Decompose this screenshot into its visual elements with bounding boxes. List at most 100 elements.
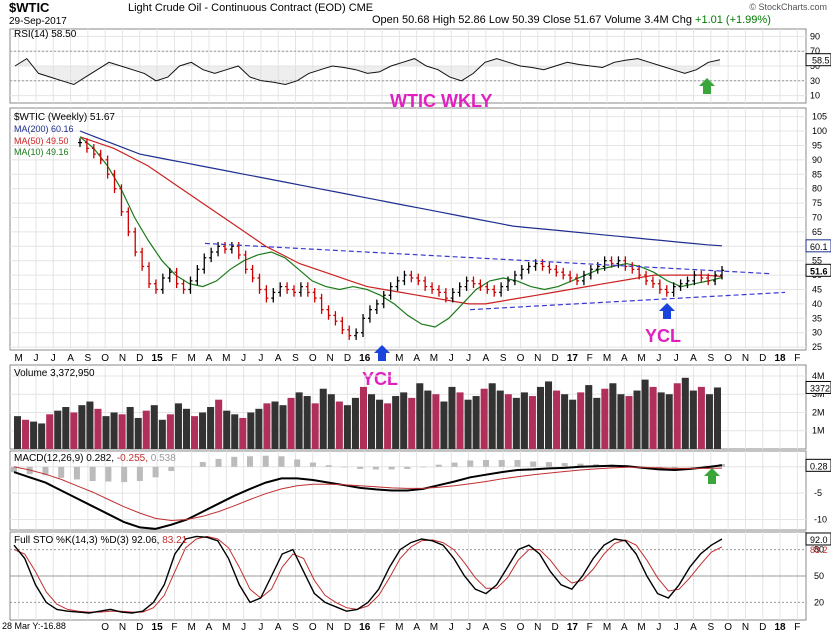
volume-tick-label: 2M — [812, 407, 825, 417]
price-bar — [478, 279, 483, 291]
macd-histogram-bar — [451, 462, 458, 467]
month-tick-label: N — [327, 622, 334, 633]
price-bar — [464, 276, 469, 291]
month-tick-label: D — [759, 353, 766, 364]
volume-bar — [215, 399, 223, 449]
price-bar — [492, 285, 497, 297]
month-tick-label: A — [413, 353, 420, 364]
macd-histogram-bar — [11, 466, 17, 473]
price-bar — [713, 270, 718, 286]
low-label: Low — [488, 14, 510, 26]
low-value: 50.39 — [512, 14, 540, 26]
macd-histogram-bar — [420, 466, 427, 468]
volume-bar — [601, 388, 609, 449]
month-tick-label: J — [466, 622, 471, 633]
month-tick-label: D — [551, 353, 558, 364]
month-tick-label: J — [466, 353, 471, 364]
price-bar — [153, 279, 158, 294]
month-tick-label: A — [206, 622, 213, 633]
volume-bar — [287, 397, 295, 449]
price-bar — [409, 270, 414, 283]
volume-bar — [448, 386, 456, 449]
panel-frame-vol — [9, 364, 807, 450]
macd-histogram-bar — [435, 464, 442, 467]
instrument-description: Light Crude Oil - Continuous Contract (E… — [128, 2, 374, 14]
price-bar — [326, 305, 331, 320]
price-bar — [264, 285, 269, 303]
month-tick-label: 18 — [774, 353, 786, 364]
volume-bar — [408, 397, 416, 449]
month-tick-label: D — [344, 353, 351, 364]
month-tick-label: M — [222, 622, 230, 633]
volume-bar — [488, 383, 496, 449]
panel-frame-price — [9, 107, 807, 351]
macd-legend-part: 0.538 — [151, 453, 176, 464]
sto-tick-label: 80 — [814, 545, 824, 555]
sto-legend-part: 92.06, — [132, 535, 163, 546]
month-tick-label: N — [534, 622, 541, 633]
macd-last-label: 0.28 — [810, 461, 828, 471]
chg-label: Chg — [671, 14, 692, 26]
month-tick-label: J — [258, 622, 263, 633]
price-bar — [361, 313, 366, 338]
volume-bar — [150, 405, 158, 449]
volume-bar — [78, 405, 86, 449]
price-bar — [243, 250, 248, 274]
ma50-legend: MA(50) 49.50 — [14, 136, 69, 146]
volume-value: 3.4M — [644, 14, 669, 26]
cursor-readout: 28 Mar Y:-16.88 — [2, 621, 66, 631]
month-tick-label: N — [534, 353, 541, 364]
price-bar — [443, 288, 448, 303]
lower-trendline — [469, 291, 786, 311]
volume-bar — [359, 386, 367, 449]
price-bar — [526, 262, 531, 274]
price-bar — [685, 276, 690, 289]
macd-histogram-bar — [199, 462, 206, 467]
price-bar — [423, 276, 428, 291]
price-bar — [388, 282, 393, 300]
volume-bar — [54, 410, 62, 449]
price-bar — [402, 270, 407, 286]
macd-legend-part: MACD(12,26,9) — [14, 453, 86, 464]
macd-histogram-bar — [247, 456, 253, 467]
green-up-arrow-macd — [704, 468, 720, 484]
month-tick-label: S — [292, 353, 299, 364]
macd-histogram-bar — [262, 455, 269, 467]
ohlc-readout: Open 50.68 High 52.86 Low 50.39 Close 51… — [372, 14, 771, 26]
month-tick-label: O — [101, 353, 109, 364]
macd-histogram-bar — [687, 466, 694, 468]
macd-histogram-bar — [545, 462, 552, 467]
volume-bar — [351, 397, 359, 449]
watermark: © StockCharts.com — [749, 2, 827, 12]
month-tick-label: J — [241, 353, 246, 364]
price-bar — [333, 311, 338, 326]
volume-bar — [713, 387, 721, 449]
month-tick-label: D — [136, 622, 143, 633]
green-up-arrow — [699, 78, 715, 94]
price-bar — [485, 282, 490, 294]
month-tick-label: O — [517, 622, 525, 633]
rsi-last-label: 58.5 — [812, 56, 830, 66]
price-bar — [319, 293, 324, 314]
month-tick-label: M — [637, 622, 645, 633]
price-bar — [650, 276, 655, 289]
month-tick-label: M — [14, 353, 22, 364]
month-tick-label: J — [51, 353, 56, 364]
volume-bar — [247, 412, 255, 449]
sto-legend-part: 83.21 — [162, 535, 187, 546]
macd-histogram-bar — [530, 461, 537, 467]
volume-bar — [416, 383, 424, 449]
volume-bar — [94, 408, 102, 449]
price-bar — [430, 282, 435, 294]
price-bar — [174, 267, 179, 289]
price-bar — [340, 316, 345, 335]
volume-bar — [38, 423, 46, 449]
price-bar — [499, 282, 504, 297]
month-tick-label: J — [241, 622, 246, 633]
volume-bar — [166, 414, 174, 449]
price-bar — [312, 288, 317, 303]
macd-legend-part: 0.282, — [86, 453, 117, 464]
price-bar — [381, 290, 386, 309]
month-tick-label: M — [603, 353, 611, 364]
ma50-line — [79, 136, 723, 305]
